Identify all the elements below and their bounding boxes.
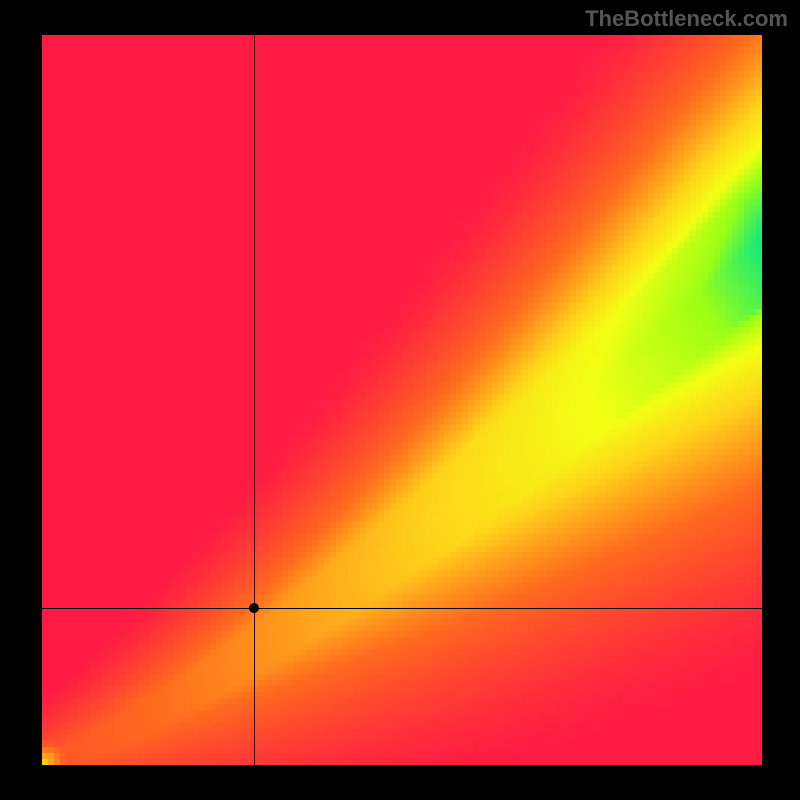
watermark: TheBottleneck.com (585, 6, 788, 32)
heatmap-canvas (42, 35, 762, 765)
crosshair-vertical (254, 35, 255, 765)
crosshair-horizontal (42, 608, 762, 609)
